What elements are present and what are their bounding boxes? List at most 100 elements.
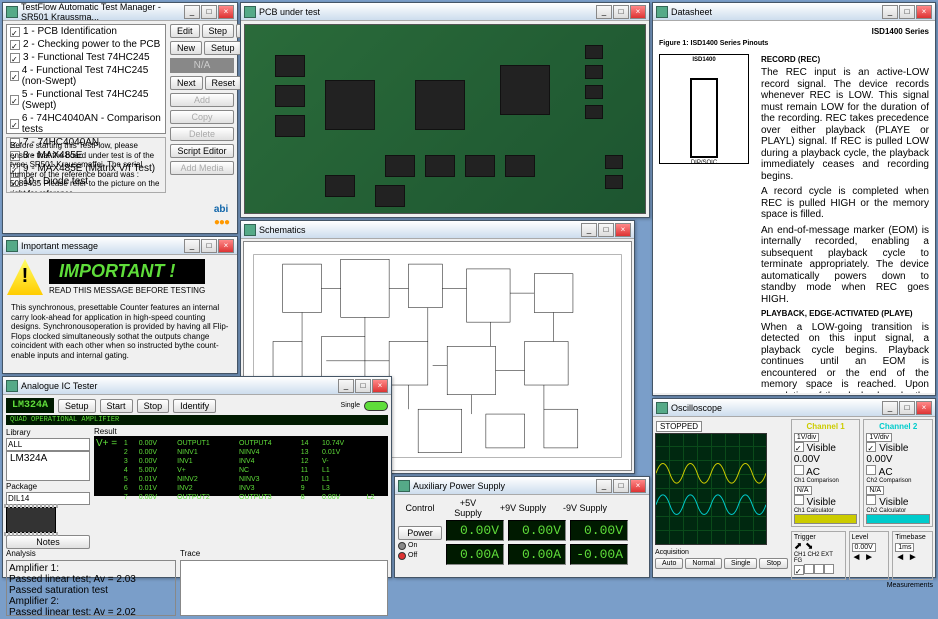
min-btn[interactable]: _	[882, 401, 898, 415]
window-title: TestFlow Automatic Test Manager - SR501 …	[21, 2, 184, 22]
ch1-vdiv[interactable]: 1V/div	[794, 433, 819, 442]
min-btn[interactable]: _	[596, 5, 612, 19]
normal-btn[interactable]: Normal	[685, 558, 722, 569]
abi-logo: abi●●●	[214, 199, 229, 228]
part-name: LM324A	[6, 398, 54, 413]
pcb-image	[244, 24, 646, 214]
max-btn[interactable]: □	[201, 239, 217, 253]
window-title: Auxiliary Power Supply	[413, 481, 596, 491]
min-btn[interactable]: _	[184, 5, 200, 19]
app-icon	[244, 6, 256, 18]
media-btn: Add Media	[170, 161, 234, 175]
test-item[interactable]: 1 - PCB Identification	[7, 25, 165, 38]
ch1-visible-chk[interactable]	[794, 442, 804, 452]
close-btn[interactable]: ×	[916, 5, 932, 19]
min-btn[interactable]: _	[882, 5, 898, 19]
window-title: Oscilloscope	[671, 403, 882, 413]
v9-display: 0.00V	[508, 520, 566, 541]
close-btn[interactable]: ×	[916, 401, 932, 415]
a5-display: 0.00A	[446, 544, 504, 565]
trace-view	[180, 560, 388, 616]
app-icon	[656, 6, 668, 18]
close-btn[interactable]: ×	[630, 479, 646, 493]
max-btn[interactable]: □	[899, 401, 915, 415]
max-btn[interactable]: □	[899, 5, 915, 19]
max-btn[interactable]: □	[613, 5, 629, 19]
copy-btn: Copy	[170, 110, 234, 124]
min-btn[interactable]: _	[581, 223, 597, 237]
script-btn[interactable]: Script Editor	[170, 144, 234, 158]
vn9-display: 0.00V	[570, 520, 628, 541]
app-icon	[398, 480, 410, 492]
window-title: Important message	[21, 241, 184, 251]
test-item[interactable]: 2 - Checking power to the PCB	[7, 38, 165, 51]
power-btn[interactable]: Power	[398, 526, 442, 540]
reset-btn[interactable]: Reset	[205, 76, 243, 90]
add-btn: Add	[170, 93, 234, 107]
on-led	[398, 542, 406, 550]
test-list[interactable]: 1 - PCB Identification 2 - Checking powe…	[6, 24, 166, 134]
max-btn[interactable]: □	[201, 5, 217, 19]
auto-btn[interactable]: Auto	[655, 558, 683, 569]
setup-btn[interactable]: Setup	[58, 399, 96, 413]
max-btn[interactable]: □	[598, 223, 614, 237]
test-item[interactable]: 5 - Functional Test 74HC245 (Swept)	[7, 88, 165, 112]
important-msg: This synchronous, presettable Counter fe…	[7, 299, 233, 365]
stop-btn[interactable]: Stop	[137, 399, 170, 413]
ch2-ac-chk[interactable]	[866, 465, 876, 475]
important-sub: READ THIS MESSAGE BEFORE TESTING	[49, 286, 205, 295]
max-btn[interactable]: □	[613, 479, 629, 493]
ch2-visible-chk[interactable]	[866, 442, 876, 452]
app-icon	[656, 402, 668, 414]
scope-screen: STOPPED	[655, 433, 767, 545]
step-btn[interactable]: Step	[202, 24, 235, 38]
datasheet-page: ISD1400 Series Figure 1: ISD1400 Series …	[653, 21, 935, 393]
na-indicator: N/A	[170, 58, 234, 73]
identify-btn[interactable]: Identify	[173, 399, 216, 413]
close-btn[interactable]: ×	[372, 379, 388, 393]
important-banner: IMPORTANT !	[49, 259, 205, 284]
edit-btn[interactable]: Edit	[170, 24, 200, 38]
max-btn[interactable]: □	[355, 379, 371, 393]
ch2-vdiv[interactable]: 1V/div	[866, 433, 891, 442]
an9-display: -0.00A	[570, 544, 628, 565]
ch2-calc-bar[interactable]	[866, 514, 930, 524]
note-text: Before starting this TestFlow, please en…	[6, 137, 166, 193]
a9-display: 0.00A	[508, 544, 566, 565]
library-select[interactable]: ALL	[6, 438, 90, 451]
ch1-ac-chk[interactable]	[794, 465, 804, 475]
dip-icon	[6, 507, 56, 533]
window-title: Datasheet	[671, 7, 882, 17]
result-table: V+ = 10.00VOUTPUT1OUTPUT41410.74V20.00VN…	[94, 436, 388, 496]
next-btn[interactable]: Next	[170, 76, 203, 90]
part-desc: QUAD OPERATIONAL AMPLIFIER	[6, 415, 388, 425]
setup-btn[interactable]: Setup	[204, 41, 242, 55]
stopped-label: STOPPED	[656, 421, 702, 432]
app-icon	[6, 6, 18, 18]
single-toggle[interactable]	[364, 401, 388, 411]
list-item[interactable]: LM324A	[7, 452, 89, 465]
min-btn[interactable]: _	[596, 479, 612, 493]
min-btn[interactable]: _	[338, 379, 354, 393]
warning-icon	[7, 259, 43, 295]
close-btn[interactable]: ×	[630, 5, 646, 19]
analysis-box: Amplifier 1:Passed linear test; Av = 2.0…	[6, 560, 176, 616]
window-title: Analogue IC Tester	[21, 381, 338, 391]
close-btn[interactable]: ×	[615, 223, 631, 237]
test-item[interactable]: 6 - 74HC4040AN - Comparison tests	[7, 112, 165, 136]
v5-display: 0.00V	[446, 520, 504, 541]
min-btn[interactable]: _	[184, 239, 200, 253]
start-btn[interactable]: Start	[100, 399, 133, 413]
app-icon	[6, 380, 18, 392]
test-item[interactable]: 4 - Functional Test 74HC245 (non-Swept)	[7, 64, 165, 88]
window-title: PCB under test	[259, 7, 596, 17]
close-btn[interactable]: ×	[218, 5, 234, 19]
new-btn[interactable]: New	[170, 41, 202, 55]
app-icon	[244, 224, 256, 236]
ch1-calc-bar[interactable]	[794, 514, 858, 524]
test-item[interactable]: 3 - Functional Test 74HC245	[7, 51, 165, 64]
close-btn[interactable]: ×	[218, 239, 234, 253]
single-btn[interactable]: Single	[724, 558, 757, 569]
notes-btn[interactable]: Notes	[6, 535, 90, 549]
stop-btn[interactable]: Stop	[759, 558, 787, 569]
